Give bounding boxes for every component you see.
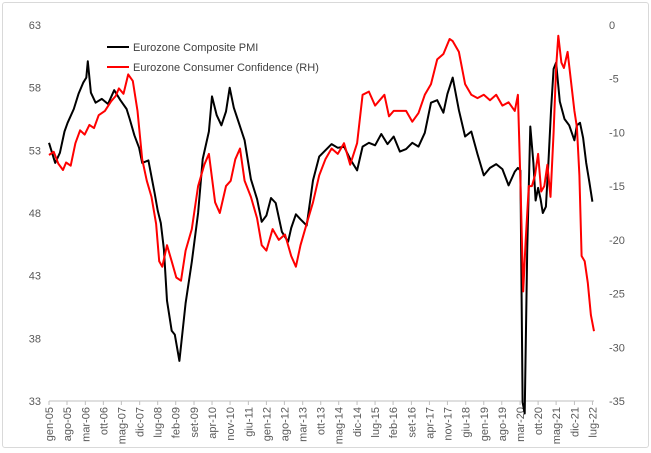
legend: Eurozone Composite PMI Eurozone Consumer… xyxy=(107,42,319,74)
left-tick-label: 58 xyxy=(29,83,41,95)
x-tick-label: set-16 xyxy=(406,407,418,438)
series-line-pmi xyxy=(48,60,594,415)
chart-container: 33 38 43 48 53 58 63 -35 -30 -25 -20 -15 -10 -5 0 gen… xyxy=(2,2,649,448)
legend-label-confidence: Eurozone Consumer Confidence (RH) xyxy=(133,62,319,74)
chart-svg: 33 38 43 48 53 58 63 -35 -30 -25 -20 -15 -10 -5 0 gen… xyxy=(29,20,625,444)
left-tick-label: 43 xyxy=(29,271,41,283)
x-tick-label: ott-20 xyxy=(533,407,545,435)
x-tick-label: mag-14 xyxy=(334,407,346,444)
x-tick-label: dic-14 xyxy=(352,407,364,437)
x-tick-label: lug-22 xyxy=(587,407,599,438)
right-tick-label: 0 xyxy=(609,20,615,32)
series-line-consumer-confidence xyxy=(48,34,595,332)
x-tick-label: gen-12 xyxy=(261,407,273,441)
right-axis: -35 -30 -25 -20 -15 -10 -5 0 xyxy=(609,20,625,408)
right-tick-label: -5 xyxy=(609,74,619,86)
x-tick-label: ott-06 xyxy=(98,407,110,435)
x-tick-label: nov-17 xyxy=(442,407,454,441)
left-tick-label: 48 xyxy=(29,208,41,220)
x-tick-label: set-09 xyxy=(189,407,201,438)
x-tick-label: mar-13 xyxy=(298,407,310,442)
left-tick-label: 33 xyxy=(29,396,41,408)
x-tick-label: ott-13 xyxy=(316,407,328,435)
left-axis: 33 38 43 48 53 58 63 xyxy=(29,20,41,408)
x-tick-label: mar-06 xyxy=(80,407,92,442)
left-tick-label: 38 xyxy=(29,333,41,345)
right-tick-label: -30 xyxy=(609,342,625,354)
x-tick-label: gen-19 xyxy=(479,407,491,441)
x-tick-label: apr-17 xyxy=(424,407,436,439)
x-tick-label: nov-10 xyxy=(225,407,237,441)
x-tick-label: lug-08 xyxy=(153,407,165,438)
x-tick-label: mag-21 xyxy=(551,407,563,444)
x-tick-label: dic-21 xyxy=(569,407,581,437)
x-tick-label: mag-07 xyxy=(116,407,128,444)
right-tick-label: -25 xyxy=(609,289,625,301)
x-tick-label: giu-11 xyxy=(243,407,255,437)
x-tick-label: gen-05 xyxy=(44,407,56,441)
x-tick-label: mar-20 xyxy=(515,407,527,442)
right-tick-label: -20 xyxy=(609,235,625,247)
right-tick-label: -10 xyxy=(609,127,625,139)
legend-label-pmi: Eurozone Composite PMI xyxy=(133,42,258,54)
series-layer xyxy=(48,34,595,415)
left-tick-label: 63 xyxy=(29,20,41,32)
x-tick-label: giu-18 xyxy=(461,407,473,438)
x-tick-label: dic-07 xyxy=(135,407,147,437)
x-tick-label: ago-12 xyxy=(279,407,291,441)
x-axis: gen-05 ago-05 mar-06 ott-06 mag-07 dic-07 lug-… xyxy=(44,401,599,444)
x-tick-label: feb-16 xyxy=(388,407,400,438)
right-tick-label: -15 xyxy=(609,181,625,193)
x-tick-label: apr-10 xyxy=(207,407,219,439)
x-tick-label: ago-19 xyxy=(497,407,509,441)
x-tick-label: feb-09 xyxy=(171,407,183,438)
x-tick-label: lug-15 xyxy=(370,407,382,438)
right-tick-label: -35 xyxy=(609,396,625,408)
left-tick-label: 53 xyxy=(29,145,41,157)
x-tick-label: ago-05 xyxy=(62,407,74,441)
